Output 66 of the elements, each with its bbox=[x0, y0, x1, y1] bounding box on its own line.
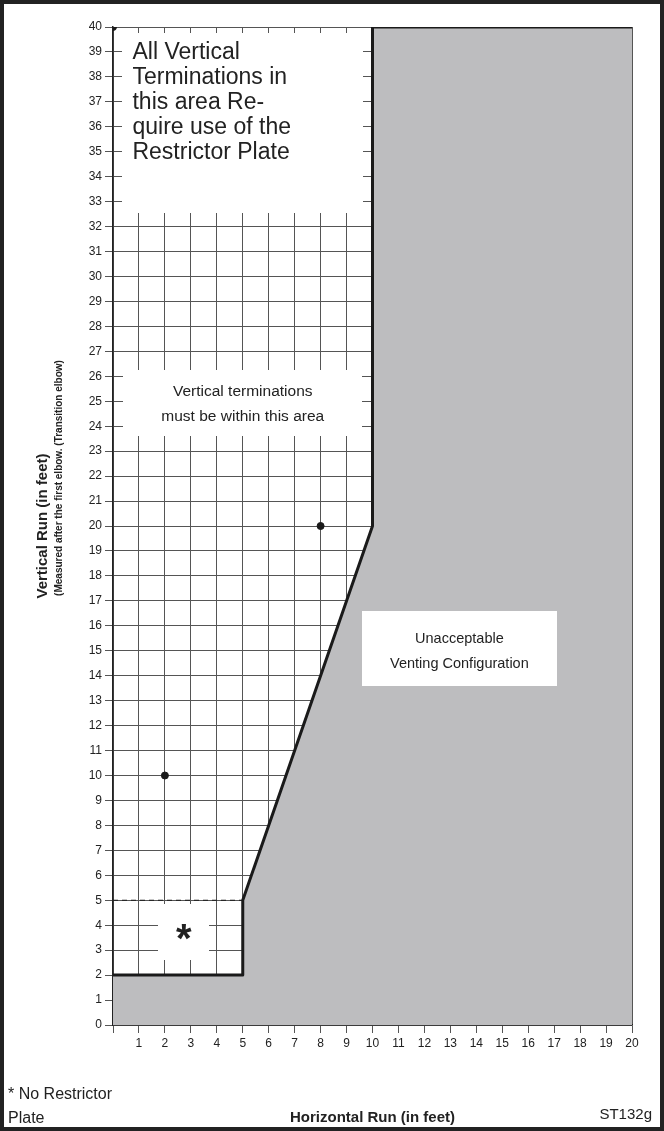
x-tick-label: 16 bbox=[521, 1035, 536, 1050]
y-tick-label: 19 bbox=[88, 543, 103, 558]
y-tick-label: 14 bbox=[88, 668, 103, 683]
x-tick-label: 11 bbox=[392, 1035, 405, 1050]
y-tick-label: 28 bbox=[88, 318, 103, 333]
x-tick-label: 8 bbox=[317, 1035, 325, 1050]
y-tick-label: 40 bbox=[88, 19, 103, 34]
y-tick-label: 29 bbox=[88, 293, 103, 308]
y-tick-label: 36 bbox=[88, 119, 103, 134]
x-tick-label: 19 bbox=[599, 1035, 614, 1050]
y-tick-label: 20 bbox=[88, 518, 103, 533]
y-tick-label: 3 bbox=[95, 942, 103, 957]
y-tick-label: 9 bbox=[95, 792, 103, 807]
y-tick-label: 4 bbox=[95, 917, 103, 932]
y-tick-label: 39 bbox=[88, 44, 103, 59]
y-tick-label: 37 bbox=[88, 94, 103, 109]
x-tick-label: 7 bbox=[291, 1035, 299, 1050]
x-tick-label: 15 bbox=[495, 1035, 510, 1050]
x-tick-label: 18 bbox=[573, 1035, 588, 1050]
y-tick-label: 5 bbox=[95, 892, 103, 907]
y-tick-label: 21 bbox=[88, 493, 103, 508]
y-tick-label: 11 bbox=[89, 742, 103, 757]
y-tick-label: 17 bbox=[88, 593, 103, 608]
y-axis-title: Vertical Run (in feet) bbox=[33, 453, 51, 599]
y-tick-label: 25 bbox=[88, 393, 103, 408]
text: (Measured after the first elbow. (Transition elbow) bbox=[52, 360, 64, 596]
y-tick-label: 22 bbox=[88, 468, 103, 483]
text: ST132g bbox=[599, 1105, 652, 1122]
y-tick-label: 8 bbox=[95, 817, 103, 832]
x-tick-label: 9 bbox=[343, 1035, 351, 1050]
x-tick-label: 17 bbox=[547, 1035, 562, 1050]
x-axis-title: Horizontal Run (in feet) bbox=[290, 1108, 455, 1126]
x-tick-label: 6 bbox=[265, 1035, 273, 1050]
y-tick-label: 6 bbox=[95, 867, 103, 882]
text: * No Restrictor Plate bbox=[8, 1084, 113, 1128]
y-tick-label: 13 bbox=[88, 692, 103, 707]
x-tick-label: 12 bbox=[417, 1035, 432, 1050]
y-tick-label: 10 bbox=[88, 767, 103, 782]
x-tick-label: 5 bbox=[239, 1035, 247, 1050]
y-tick-label: 0 bbox=[95, 1017, 103, 1032]
y-tick-label: 18 bbox=[88, 568, 103, 583]
y-tick-label: 34 bbox=[88, 169, 103, 184]
y-tick-label: 30 bbox=[88, 268, 103, 283]
y-tick-label: 15 bbox=[88, 643, 103, 658]
y-tick-label: 12 bbox=[88, 717, 103, 732]
x-tick-label: 13 bbox=[443, 1035, 458, 1050]
y-tick-label: 16 bbox=[88, 618, 103, 633]
y-tick-label: 2 bbox=[95, 967, 103, 982]
x-tick-label: 10 bbox=[365, 1035, 380, 1050]
y-tick-label: 1 bbox=[95, 992, 103, 1007]
y-tick-label: 26 bbox=[88, 368, 103, 383]
y-tick-label: 33 bbox=[88, 193, 103, 208]
y-tick-label: 38 bbox=[88, 69, 103, 84]
y-tick-label: 7 bbox=[95, 842, 103, 857]
y-tick-label: 31 bbox=[88, 243, 103, 258]
y-tick-label: 32 bbox=[88, 218, 103, 233]
x-tick-label: 14 bbox=[469, 1035, 484, 1050]
y-tick-label: 23 bbox=[88, 443, 103, 458]
y-tick-label: 35 bbox=[88, 144, 103, 159]
x-tick-label: 3 bbox=[187, 1035, 195, 1050]
y-tick-label: 27 bbox=[88, 343, 103, 358]
x-tick-label: 4 bbox=[213, 1035, 221, 1050]
x-tick-label: 2 bbox=[161, 1035, 169, 1050]
y-tick-label: 24 bbox=[88, 418, 103, 433]
x-tick-label: 20 bbox=[625, 1035, 639, 1050]
x-tick-label: 1 bbox=[135, 1035, 143, 1050]
